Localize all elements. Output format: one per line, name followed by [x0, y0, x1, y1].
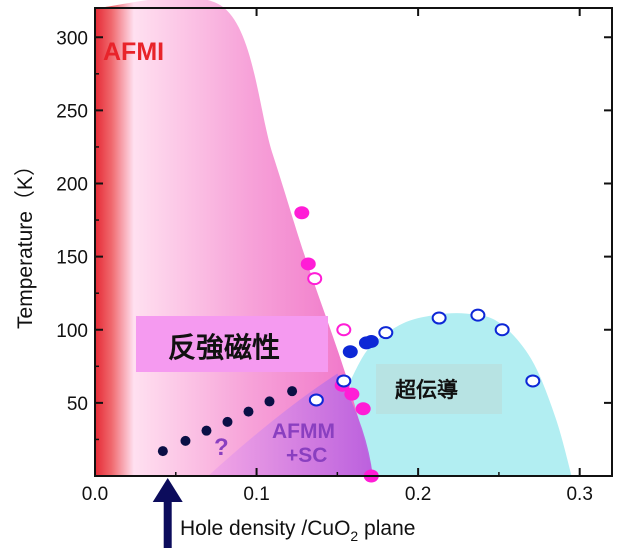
x-axis-title-suffix: plane: [358, 517, 415, 540]
plot-frame: [94, 7, 613, 477]
afmi-label: AFMI: [103, 38, 164, 66]
data-point-open: [470, 308, 486, 322]
x-axis-title-subscript: 2: [350, 528, 358, 544]
y-tick-label: 300: [56, 28, 88, 49]
data-point-dot: [287, 386, 298, 397]
x-tick-label: 0.2: [405, 484, 431, 505]
sc-label-box: [376, 364, 502, 414]
data-point-open: [307, 272, 323, 286]
data-point-open: [336, 323, 352, 337]
data-point-dot: [180, 435, 191, 446]
doping-arrow-shaft: [163, 500, 172, 548]
x-axis-title-main: Hole density /CuO: [180, 517, 350, 540]
data-point-dot: [157, 446, 168, 457]
data-point-dot: [222, 416, 233, 427]
data-point-dot: [264, 396, 275, 407]
data-point-open: [336, 374, 352, 388]
x-axis-title: Hole density /CuO2 plane: [180, 517, 415, 544]
data-point-filled: [300, 257, 316, 271]
y-tick-label: 250: [56, 101, 88, 122]
data-point-open: [525, 374, 541, 388]
data-point-dot: [243, 406, 254, 417]
sc-japanese-label: 超伝導: [395, 378, 458, 402]
question-mark-label: ?: [214, 434, 229, 461]
afm-label-box: [136, 316, 328, 372]
data-point-open: [494, 323, 510, 337]
axes: 50 100 150 200 250 300 0.0 0.1 0.2 0.3 Temperature…: [14, 7, 613, 548]
x-tick-label: 0.1: [243, 484, 269, 505]
data-point-open: [378, 326, 394, 340]
y-tick-label: 100: [56, 321, 88, 342]
data-point-filled: [355, 402, 371, 416]
afmm-sc-region: [208, 373, 373, 476]
sc-plus-label: +SC: [286, 444, 327, 467]
data-point-filled: [344, 387, 360, 401]
y-tick-label: 150: [56, 248, 88, 269]
data-point-filled: [294, 206, 310, 220]
data-point-open: [431, 311, 447, 325]
x-tick-label: 0.0: [82, 484, 108, 505]
data-point-open: [308, 393, 324, 407]
x-tick-label: 0.3: [566, 484, 592, 505]
y-axis-title: Temperature（K）: [14, 155, 37, 329]
y-tick-label: 200: [56, 175, 88, 196]
data-point-filled: [342, 345, 358, 359]
afm-japanese-label: 反強磁性: [168, 331, 280, 364]
data-points: [157, 206, 541, 483]
data-point-dot: [201, 425, 212, 436]
afmm-label: AFMM: [272, 420, 335, 443]
data-point-filled: [363, 334, 379, 348]
y-tick-label: 50: [67, 394, 88, 415]
doping-arrow-head: [152, 478, 183, 502]
